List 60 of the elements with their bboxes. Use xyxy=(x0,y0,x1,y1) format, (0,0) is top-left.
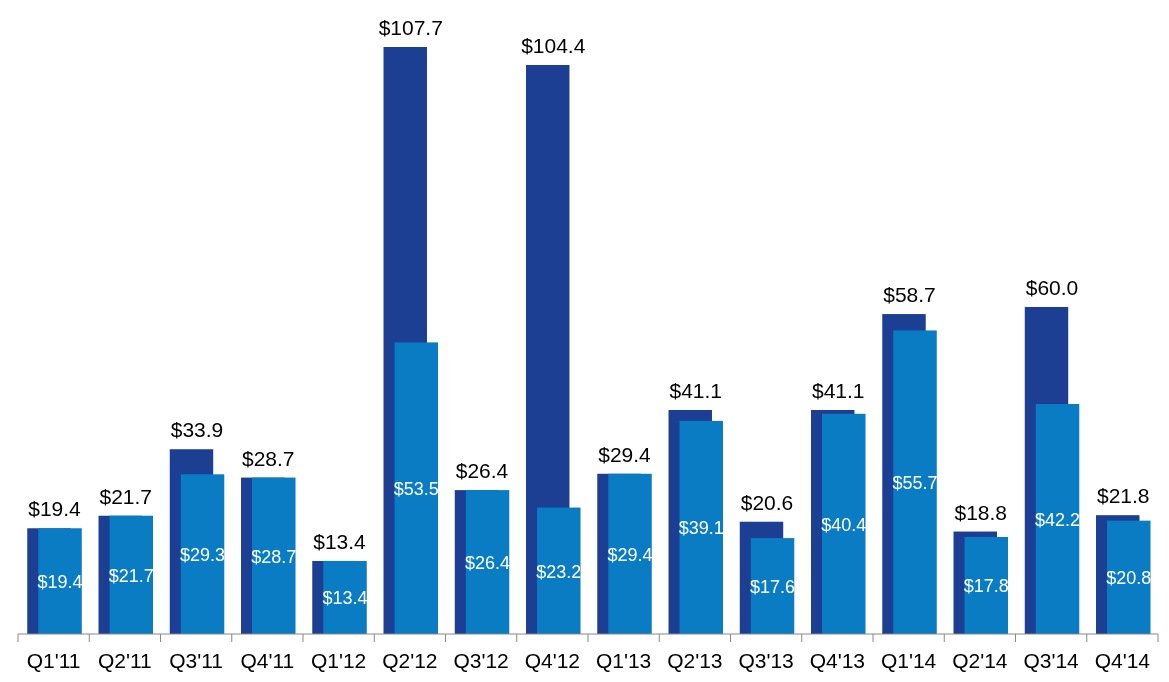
bar xyxy=(252,477,296,634)
data-label: $18.8 xyxy=(954,500,1008,524)
x-tick-label: Q3'12 xyxy=(453,649,509,672)
x-tick-label: Q1'13 xyxy=(595,649,652,672)
bar xyxy=(893,330,937,634)
data-label: $104.4 xyxy=(521,33,586,57)
data-label: $29.4 xyxy=(607,544,653,565)
data-label: $13.4 xyxy=(313,529,367,553)
data-label: $23.2 xyxy=(536,561,582,582)
x-tick-label: Q4'14 xyxy=(1094,649,1151,672)
data-label: $41.1 xyxy=(811,378,865,402)
data-label: $20.6 xyxy=(740,490,794,514)
x-tick-label: Q3'13 xyxy=(738,649,794,672)
x-tick-label: Q2'14 xyxy=(952,649,1008,672)
data-label: $26.4 xyxy=(455,459,509,483)
x-tick-label: Q4'11 xyxy=(240,649,295,672)
data-label: $19.4 xyxy=(37,572,83,593)
data-label: $21.8 xyxy=(1096,484,1150,508)
x-tick-label: Q1'11 xyxy=(26,649,81,672)
data-label: $20.8 xyxy=(1106,568,1152,589)
bar xyxy=(679,420,724,634)
x-tick-label: Q2'11 xyxy=(97,649,152,672)
bar xyxy=(38,528,82,634)
x-tick-label: Q2'13 xyxy=(667,649,723,672)
data-label: $21.7 xyxy=(108,565,154,586)
data-label: $60.0 xyxy=(1025,275,1079,299)
data-label: $40.4 xyxy=(821,514,867,535)
data-label: $53.5 xyxy=(393,479,439,500)
bar xyxy=(109,515,154,634)
bar xyxy=(180,474,225,634)
x-tick-label: Q4'13 xyxy=(809,649,866,672)
x-tick-label: Q3'14 xyxy=(1023,649,1080,672)
data-label: $42.2 xyxy=(1035,510,1081,530)
bar xyxy=(608,473,652,634)
data-label: $28.7 xyxy=(241,446,295,470)
x-tick-label: Q1'14 xyxy=(880,649,937,672)
bar xyxy=(822,413,866,634)
data-label: $28.7 xyxy=(251,546,297,567)
data-label: $13.4 xyxy=(322,588,368,609)
data-label: $33.9 xyxy=(170,418,224,442)
bar xyxy=(394,342,439,634)
data-label: $29.4 xyxy=(598,442,652,466)
data-label: $19.4 xyxy=(28,497,82,521)
bar xyxy=(465,490,510,634)
data-label: $55.7 xyxy=(892,473,938,494)
data-label: $107.7 xyxy=(378,16,443,39)
bar xyxy=(323,560,367,634)
data-label: $39.1 xyxy=(678,518,724,539)
bar xyxy=(1107,520,1151,634)
data-label: $58.7 xyxy=(883,283,936,307)
bar xyxy=(964,536,1009,634)
x-tick-label: Q4'12 xyxy=(524,649,581,672)
bar xyxy=(1035,404,1080,634)
data-label: $41.1 xyxy=(669,378,723,402)
data-label: $21.7 xyxy=(99,484,153,508)
bar xyxy=(537,507,581,634)
x-tick-label: Q1'12 xyxy=(310,649,367,672)
data-label: $17.8 xyxy=(963,576,1009,597)
x-tick-label: Q2'12 xyxy=(382,649,438,672)
x-tick-label: Q3'11 xyxy=(169,649,224,672)
